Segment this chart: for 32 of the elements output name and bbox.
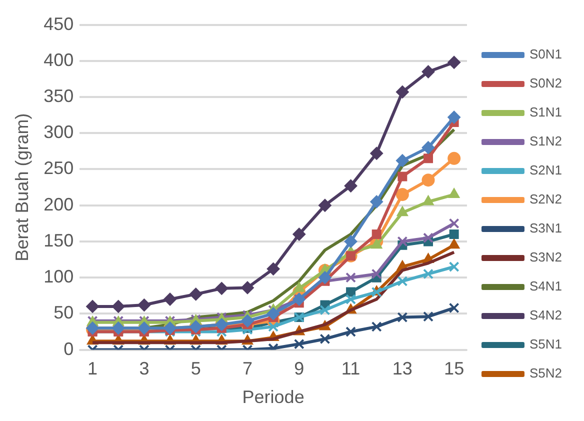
y-tick-label: 400 bbox=[44, 50, 74, 70]
x-tick-label: 1 bbox=[88, 358, 98, 379]
y-tick-label: 100 bbox=[44, 266, 74, 287]
legend-label: S1N2 bbox=[529, 134, 562, 149]
legend-label: S3N2 bbox=[529, 250, 562, 265]
x-tick-label: 9 bbox=[294, 358, 304, 379]
y-tick-label: 350 bbox=[44, 86, 74, 106]
x-tick-label: 11 bbox=[341, 358, 360, 379]
x-tick-label: 5 bbox=[190, 358, 201, 379]
x-tick-label: 15 bbox=[444, 358, 464, 379]
x-axis-title: Periode bbox=[242, 387, 304, 408]
legend-label: S2N1 bbox=[529, 162, 562, 178]
legend-label: S3N1 bbox=[529, 220, 562, 236]
legend-label: S1N1 bbox=[529, 104, 562, 120]
y-tick-label: 250 bbox=[44, 158, 74, 178]
legend-label: S0N2 bbox=[529, 76, 562, 91]
x-tick-label: 7 bbox=[242, 358, 252, 379]
legend-label: S2N2 bbox=[529, 192, 562, 207]
y-tick-label: 200 bbox=[44, 194, 74, 214]
legend-label: S5N2 bbox=[529, 366, 562, 381]
x-tick-label: 13 bbox=[392, 358, 412, 379]
legend-label: S0N1 bbox=[529, 46, 562, 62]
legend-label: S4N1 bbox=[529, 278, 562, 294]
legend-label: S4N2 bbox=[529, 308, 562, 323]
x-tick-label: 3 bbox=[139, 358, 150, 379]
y-tick-label: 0 bbox=[64, 338, 74, 359]
y-tick-label: 150 bbox=[44, 230, 74, 250]
y-axis-title: Berat Buah (gram) bbox=[12, 113, 32, 262]
legend-label: S5N1 bbox=[529, 336, 562, 352]
y-tick-label: 50 bbox=[54, 302, 74, 323]
y-tick-label: 450 bbox=[44, 14, 74, 34]
y-tick-label: 300 bbox=[44, 122, 74, 142]
